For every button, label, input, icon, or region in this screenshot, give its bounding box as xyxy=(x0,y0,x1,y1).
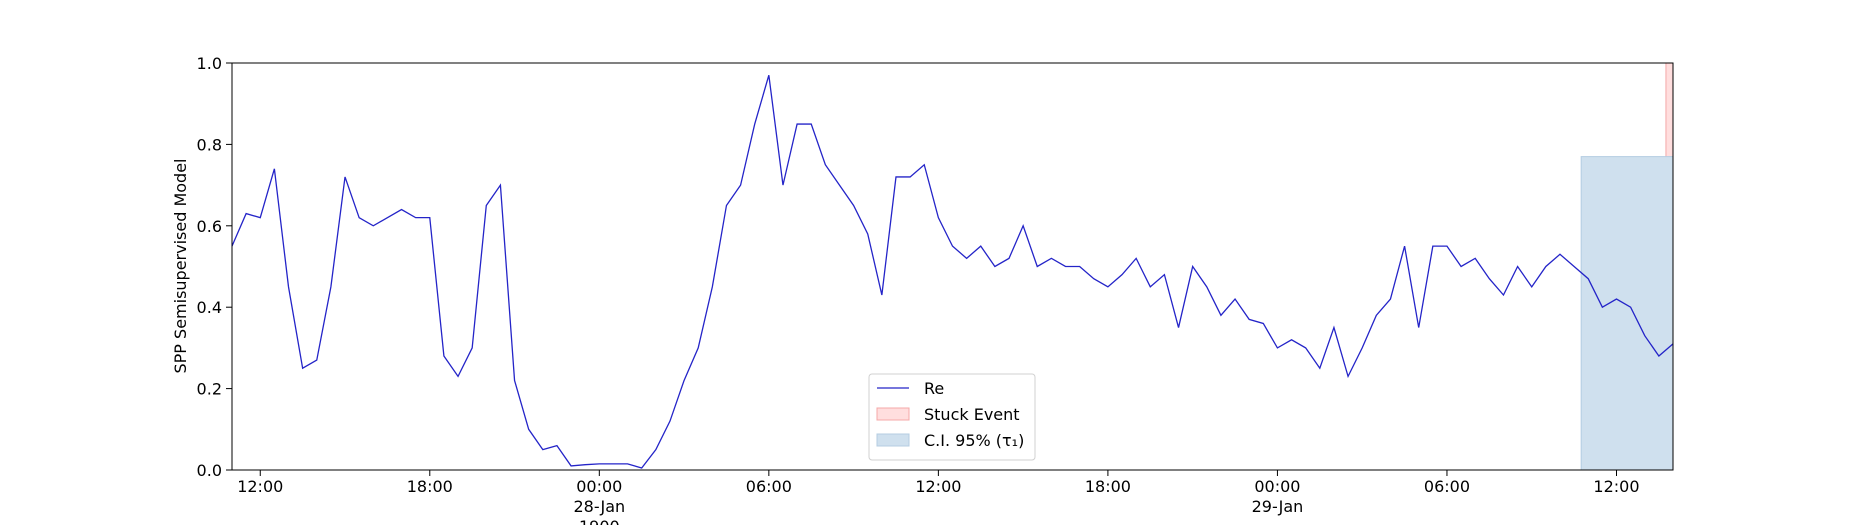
x-tick-label: 1900 xyxy=(579,517,620,525)
x-tick-label: 00:00 xyxy=(576,477,622,496)
legend-label: Re xyxy=(924,379,944,398)
y-tick-label: 0.8 xyxy=(197,135,222,154)
legend-label: C.I. 95% (τ₁) xyxy=(924,431,1024,450)
legend-box xyxy=(868,373,1036,461)
span xyxy=(1580,156,1674,471)
y-axis-label: SPP Semisupervised Model xyxy=(171,159,190,374)
x-tick-label: 29-Jan xyxy=(1252,497,1304,516)
x-tick-label: 06:00 xyxy=(1424,477,1470,496)
legend-swatch xyxy=(876,433,910,447)
x-tick-label: 06:00 xyxy=(746,477,792,496)
y-tick-label: 0.0 xyxy=(197,461,222,480)
x-tick-label: 12:00 xyxy=(237,477,283,496)
y-tick-label: 0.4 xyxy=(197,298,222,317)
line xyxy=(231,75,1674,469)
y-tick-label: 0.6 xyxy=(197,217,222,236)
legend-label: Stuck Event xyxy=(924,405,1020,424)
x-tick-label: 18:00 xyxy=(1085,477,1131,496)
x-tick-label: 12:00 xyxy=(915,477,961,496)
y-tick-label: 1.0 xyxy=(197,54,222,73)
y-tick-label: 0.2 xyxy=(197,380,222,399)
x-tick-label: 18:00 xyxy=(407,477,453,496)
x-tick-label: 00:00 xyxy=(1254,477,1300,496)
x-tick-label: 28-Jan xyxy=(573,497,625,516)
legend-swatch xyxy=(876,407,910,421)
plot-frame xyxy=(231,62,1674,471)
x-tick-label: 12:00 xyxy=(1593,477,1639,496)
